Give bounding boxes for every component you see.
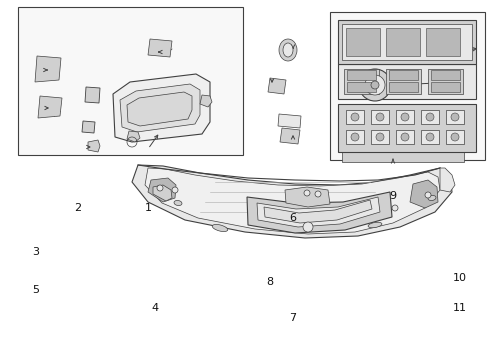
Circle shape [376, 113, 384, 121]
Circle shape [172, 187, 178, 193]
Circle shape [392, 205, 398, 211]
Circle shape [351, 113, 359, 121]
Bar [346, 28, 380, 56]
Text: 2: 2 [74, 203, 81, 213]
Text: 1: 1 [145, 203, 151, 213]
Polygon shape [342, 24, 472, 60]
Bar [386, 69, 421, 94]
Text: 6: 6 [290, 213, 296, 223]
Polygon shape [247, 192, 392, 233]
Bar [347, 82, 376, 92]
Bar [346, 110, 364, 124]
Polygon shape [257, 197, 380, 227]
Ellipse shape [428, 195, 436, 201]
Circle shape [401, 113, 409, 121]
Polygon shape [280, 128, 300, 144]
Text: 8: 8 [267, 277, 273, 287]
Polygon shape [82, 121, 95, 133]
Circle shape [426, 133, 434, 141]
Polygon shape [410, 180, 438, 208]
Bar [421, 110, 439, 124]
Polygon shape [338, 20, 476, 64]
Polygon shape [338, 104, 476, 152]
Bar [446, 110, 464, 124]
Bar [371, 130, 389, 144]
Polygon shape [268, 78, 286, 94]
Bar [431, 82, 460, 92]
Polygon shape [264, 200, 372, 223]
Polygon shape [35, 56, 61, 82]
Polygon shape [88, 140, 100, 152]
Circle shape [376, 133, 384, 141]
Bar [396, 130, 414, 144]
Text: 3: 3 [32, 247, 40, 257]
Ellipse shape [174, 201, 182, 206]
Polygon shape [127, 131, 140, 142]
Bar [371, 110, 389, 124]
Polygon shape [38, 96, 62, 118]
Text: 10: 10 [453, 273, 467, 283]
Ellipse shape [283, 43, 293, 57]
Bar [389, 82, 418, 92]
Ellipse shape [212, 224, 228, 231]
Bar [431, 70, 460, 80]
Bar [426, 28, 460, 56]
Bar [347, 70, 376, 80]
Polygon shape [127, 92, 192, 126]
Circle shape [451, 133, 459, 141]
Polygon shape [200, 95, 212, 107]
Circle shape [426, 113, 434, 121]
Bar [421, 130, 439, 144]
Polygon shape [153, 185, 172, 201]
Polygon shape [148, 39, 172, 57]
Bar [330, 12, 485, 160]
Polygon shape [132, 165, 452, 238]
Bar [428, 69, 463, 94]
Ellipse shape [368, 222, 382, 228]
Circle shape [365, 75, 385, 95]
Bar [389, 70, 418, 80]
Text: 11: 11 [453, 303, 467, 313]
Text: 7: 7 [290, 313, 296, 323]
Polygon shape [338, 64, 476, 99]
Polygon shape [145, 168, 440, 234]
Polygon shape [440, 168, 455, 192]
Circle shape [401, 133, 409, 141]
Circle shape [157, 185, 163, 191]
Text: 5: 5 [32, 285, 40, 295]
Polygon shape [120, 84, 200, 132]
Polygon shape [285, 187, 330, 207]
Circle shape [425, 192, 431, 198]
Bar [346, 130, 364, 144]
Circle shape [304, 190, 310, 196]
Circle shape [359, 69, 391, 101]
Polygon shape [113, 74, 210, 142]
Text: 9: 9 [390, 191, 396, 201]
Polygon shape [278, 114, 301, 128]
Polygon shape [342, 148, 464, 162]
Bar [344, 69, 379, 94]
Circle shape [315, 191, 321, 197]
Circle shape [371, 81, 379, 89]
Circle shape [351, 133, 359, 141]
Circle shape [303, 222, 313, 232]
Ellipse shape [279, 39, 297, 61]
Bar [386, 28, 420, 56]
Bar [396, 110, 414, 124]
Polygon shape [148, 178, 176, 202]
Bar [18, 7, 243, 155]
Text: 4: 4 [151, 303, 159, 313]
Polygon shape [85, 87, 100, 103]
Circle shape [451, 113, 459, 121]
Bar [446, 130, 464, 144]
